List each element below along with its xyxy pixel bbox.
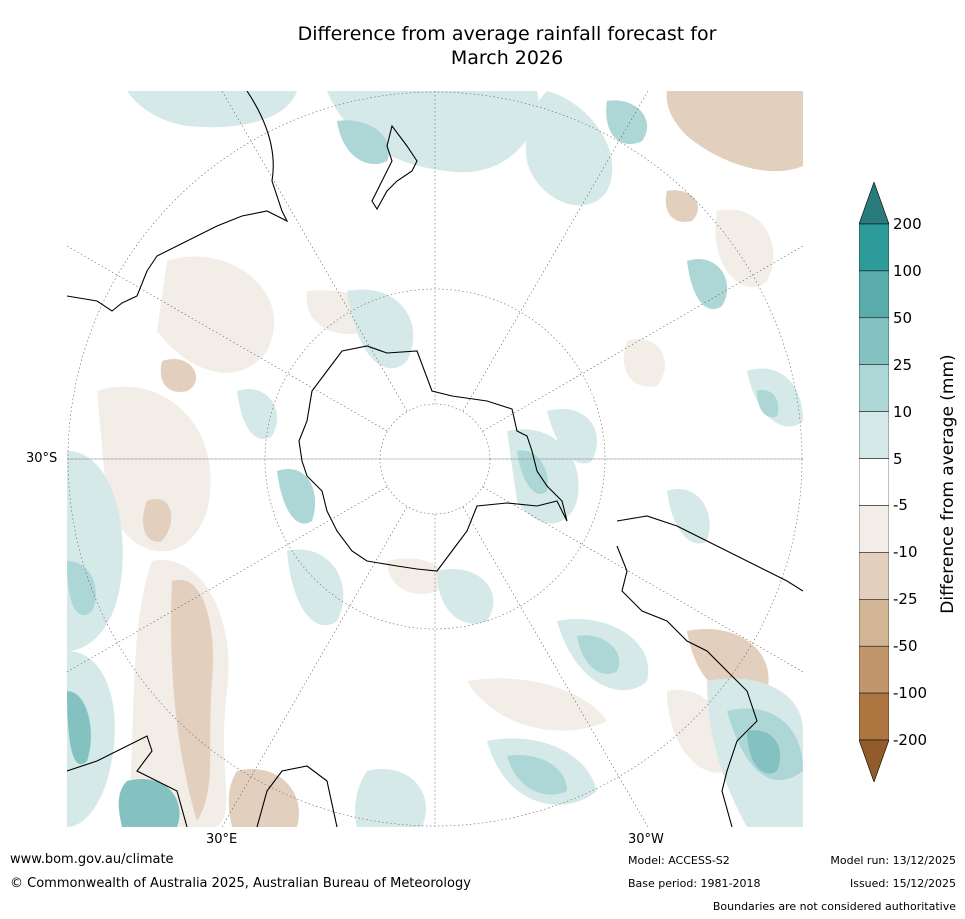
footer-disclaimer: Boundaries are not considered authoritat… [712,900,956,913]
colorbar-band [859,270,889,319]
latitude-label-30s: 30°S [26,451,58,466]
colorbar-tick-label: -25 [893,590,918,609]
title-line-1: Difference from average rainfall forecas… [297,23,717,45]
colorbar-under-triangle [859,739,889,782]
colorbar-band [859,645,889,694]
longitude-label-30w: 30°W [628,832,664,847]
colorbar-tick-label: -10 [893,543,918,562]
footer-url[interactable]: www.bom.gov.au/climate [10,852,174,867]
colorbar-tick-label: -200 [893,731,928,749]
colorbar-tick-label: 10 [893,402,913,421]
australia-coast [67,91,289,312]
colorbar-tick-label: 50 [893,308,913,327]
wet-anomaly-areas [67,91,803,827]
colorbar-title: Difference from average (mm) [938,354,958,614]
colorbar-tick-label: 5 [893,449,903,468]
colorbar-tick-label: 200 [893,215,922,233]
footer-base-period: Base period: 1981-2018 [628,877,761,890]
colorbar-tick-label: -100 [893,684,928,703]
colorbar-band [859,317,889,365]
colorbar-tick-label: -5 [893,496,908,515]
footer-model: Model: ACCESS-S2 [628,854,730,867]
africa-coast [67,735,338,827]
title-line-2: March 2026 [450,47,564,69]
colorbar-tick-label: -50 [893,637,918,656]
colorbar-band [859,692,889,741]
map-canvas [67,91,803,827]
map-title: Difference from average rainfall forecas… [237,22,777,70]
colorbar-band [859,552,889,600]
antarctica-coast [298,345,568,572]
colorbar-band [859,505,889,553]
colorbar-tick-label: 25 [893,355,913,374]
colorbar-band [859,223,889,272]
colorbar-band [859,458,889,506]
coastlines [67,91,803,827]
colorbar-band [859,599,889,647]
south-america-coast [616,515,803,827]
colorbar-bands [859,223,889,741]
colorbar-tick-label: 100 [893,261,922,280]
colorbar-over-triangle [859,182,889,225]
colorbar-band [859,364,889,412]
colorbar-band [859,411,889,459]
new-zealand-coast [371,124,418,211]
polar-map [67,91,803,827]
footer-model-run: Model run: 13/12/2025 [830,854,956,867]
longitude-label-30e: 30°E [206,832,238,847]
colorbar [859,182,889,782]
footer-copyright: © Commonwealth of Australia 2025, Austra… [10,876,471,891]
footer-issued: Issued: 15/12/2025 [849,877,956,890]
